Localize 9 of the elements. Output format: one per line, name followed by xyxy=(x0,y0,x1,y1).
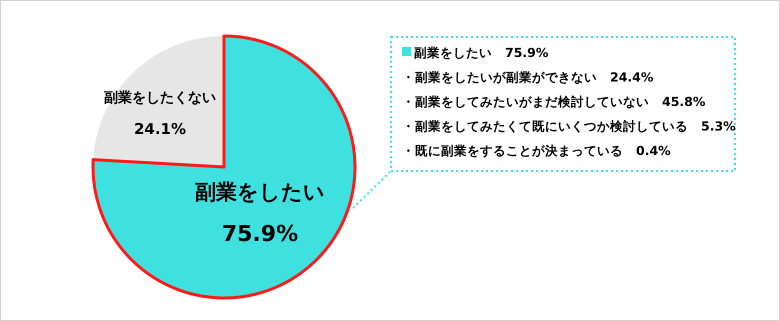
data-label: 24.1% xyxy=(134,120,186,138)
text: ・副業をしてみたいがまだ検討していない 45.8% xyxy=(402,94,706,109)
legend-label: 副業をしたい xyxy=(194,180,325,204)
text: ・既に副業をすることが決まっている 0.4% xyxy=(402,143,672,158)
text: 副業をしたい 75.9% xyxy=(414,45,549,60)
text: ・副業をしてみたくて既にいくつか検討している 5.3% xyxy=(402,118,736,134)
text: ・副業をしたいが副業ができない 24.4% xyxy=(402,70,654,84)
data-label: 75.9% xyxy=(222,222,298,248)
slice-label: 副業をしたくない xyxy=(104,90,216,106)
